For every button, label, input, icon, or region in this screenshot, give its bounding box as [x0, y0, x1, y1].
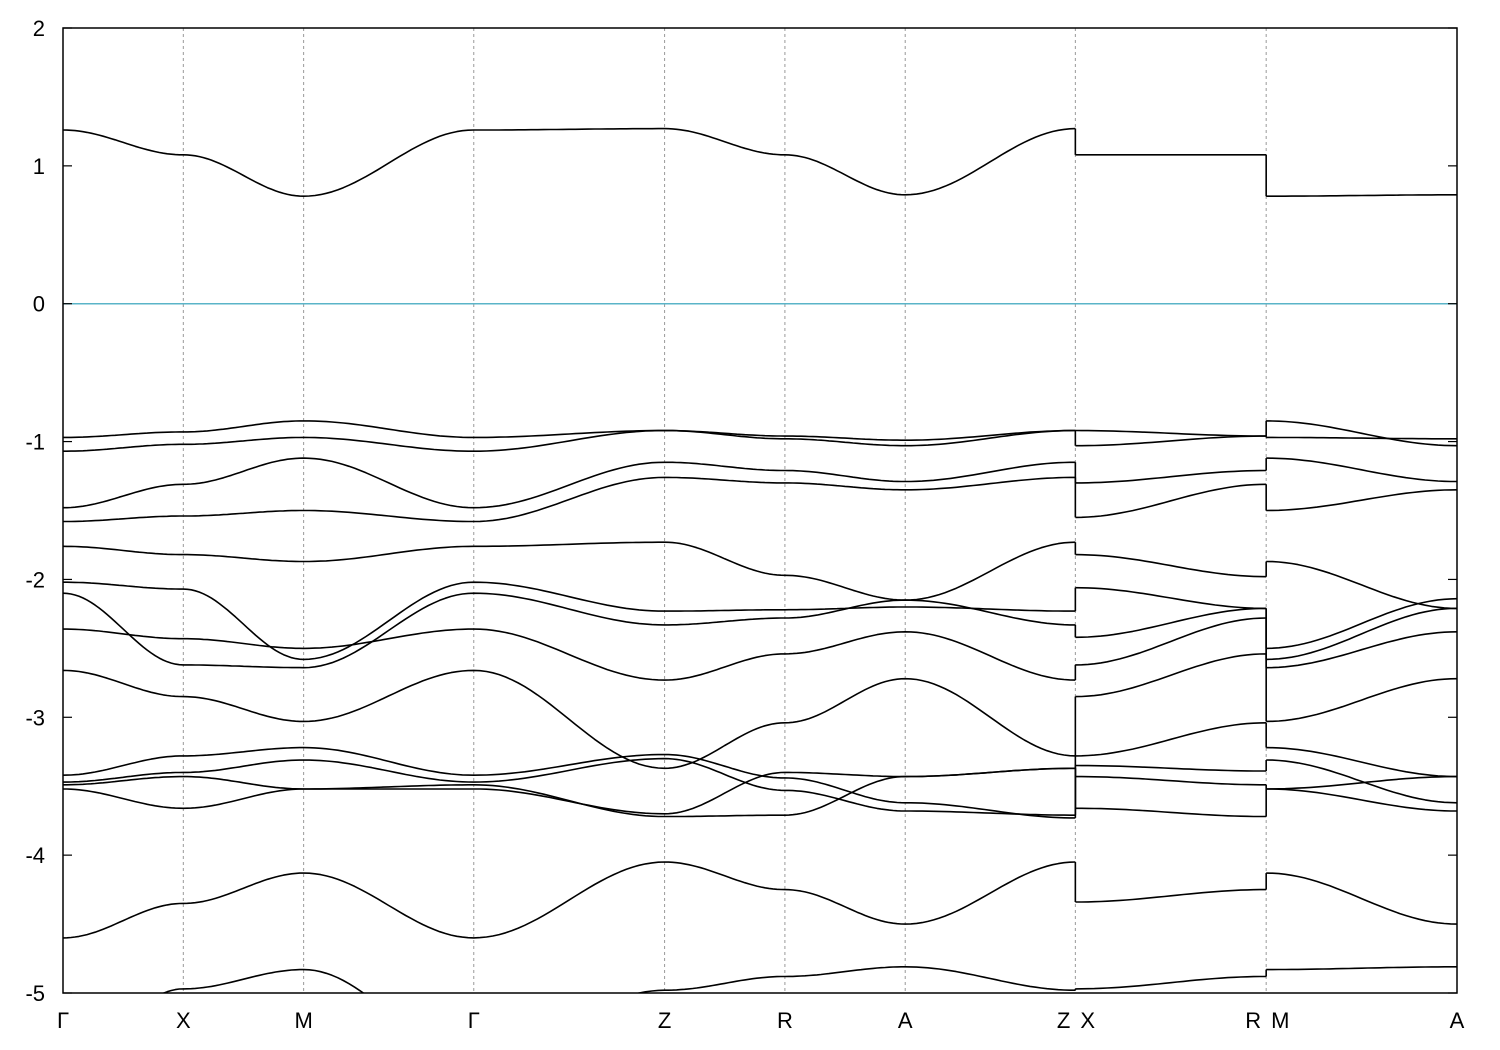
band-line	[1075, 807, 1267, 818]
x-tick-label: Z	[658, 1008, 671, 1033]
band-line	[63, 592, 1076, 669]
band-line	[1075, 483, 1267, 519]
band-line	[1075, 607, 1267, 639]
band-line	[1075, 435, 1267, 447]
band-line	[162, 966, 1076, 993]
band-line	[63, 628, 1076, 681]
band-line	[1075, 469, 1267, 484]
y-tick-label: -4	[25, 843, 45, 868]
band-line	[63, 746, 1076, 819]
band-line	[1266, 677, 1457, 723]
band-line	[63, 767, 1076, 818]
band-line	[1075, 653, 1267, 698]
x-tick-label: A	[1450, 1008, 1465, 1033]
band-line	[1266, 631, 1457, 669]
band-line	[1266, 788, 1457, 812]
band-line	[1266, 775, 1457, 790]
band-line	[1075, 722, 1267, 757]
y-tick-label: -3	[25, 705, 45, 730]
x-tick-label: A	[898, 1008, 913, 1033]
x-tick-label: Γ	[468, 1008, 480, 1033]
band-line	[63, 757, 1076, 816]
band-line	[1075, 429, 1267, 437]
y-tick-label: -5	[25, 981, 45, 1006]
band-line	[1266, 746, 1457, 778]
band-line	[63, 429, 1076, 452]
band-line	[63, 861, 1076, 939]
y-tick-label: -2	[25, 567, 45, 592]
band-line	[63, 669, 1076, 770]
band-line	[63, 476, 1076, 523]
band-line	[63, 127, 1076, 197]
band-line	[1075, 775, 1267, 786]
x-tick-label: M	[294, 1008, 312, 1033]
x-tick-label: Γ	[57, 1008, 69, 1033]
band-line	[1075, 975, 1267, 990]
kpoint-gridlines	[182, 28, 1267, 993]
x-tick-label: Z	[1057, 1008, 1070, 1033]
band-line	[1266, 194, 1457, 197]
band-line	[1266, 489, 1457, 512]
y-tick-label: 0	[33, 292, 45, 317]
x-tick-label: R	[777, 1008, 793, 1033]
y-tick-label: 1	[33, 154, 45, 179]
x-tick-label: X	[1080, 1008, 1095, 1033]
band-line	[1075, 764, 1267, 772]
band-line	[63, 767, 1076, 815]
y-tick-label: -1	[25, 430, 45, 455]
band-line	[1266, 436, 1457, 440]
band-line	[1075, 553, 1267, 578]
bands	[63, 127, 1457, 993]
band-line	[63, 420, 1076, 441]
band-line	[1266, 607, 1457, 661]
band-line	[1075, 888, 1267, 903]
band-line	[1266, 597, 1457, 650]
band-line	[1266, 872, 1457, 925]
band-line	[1075, 617, 1267, 666]
band-line	[1266, 966, 1457, 971]
band-line	[1075, 586, 1267, 610]
x-tick-label: X	[176, 1008, 191, 1033]
y-tick-label: 2	[33, 16, 45, 41]
band-line	[63, 541, 1076, 601]
band-line	[1266, 420, 1457, 447]
band-line	[63, 457, 1076, 509]
x-tick-label: R	[1245, 1008, 1261, 1033]
band-line	[1266, 759, 1457, 804]
x-tick-label: M	[1271, 1008, 1289, 1033]
y-axis: 2 1 0 -1 -2 -3 -4 -5	[25, 16, 1457, 1006]
band-line	[1266, 560, 1457, 610]
band-line	[63, 581, 1076, 661]
band-line	[1266, 457, 1457, 483]
plot-frame	[62, 27, 1458, 994]
